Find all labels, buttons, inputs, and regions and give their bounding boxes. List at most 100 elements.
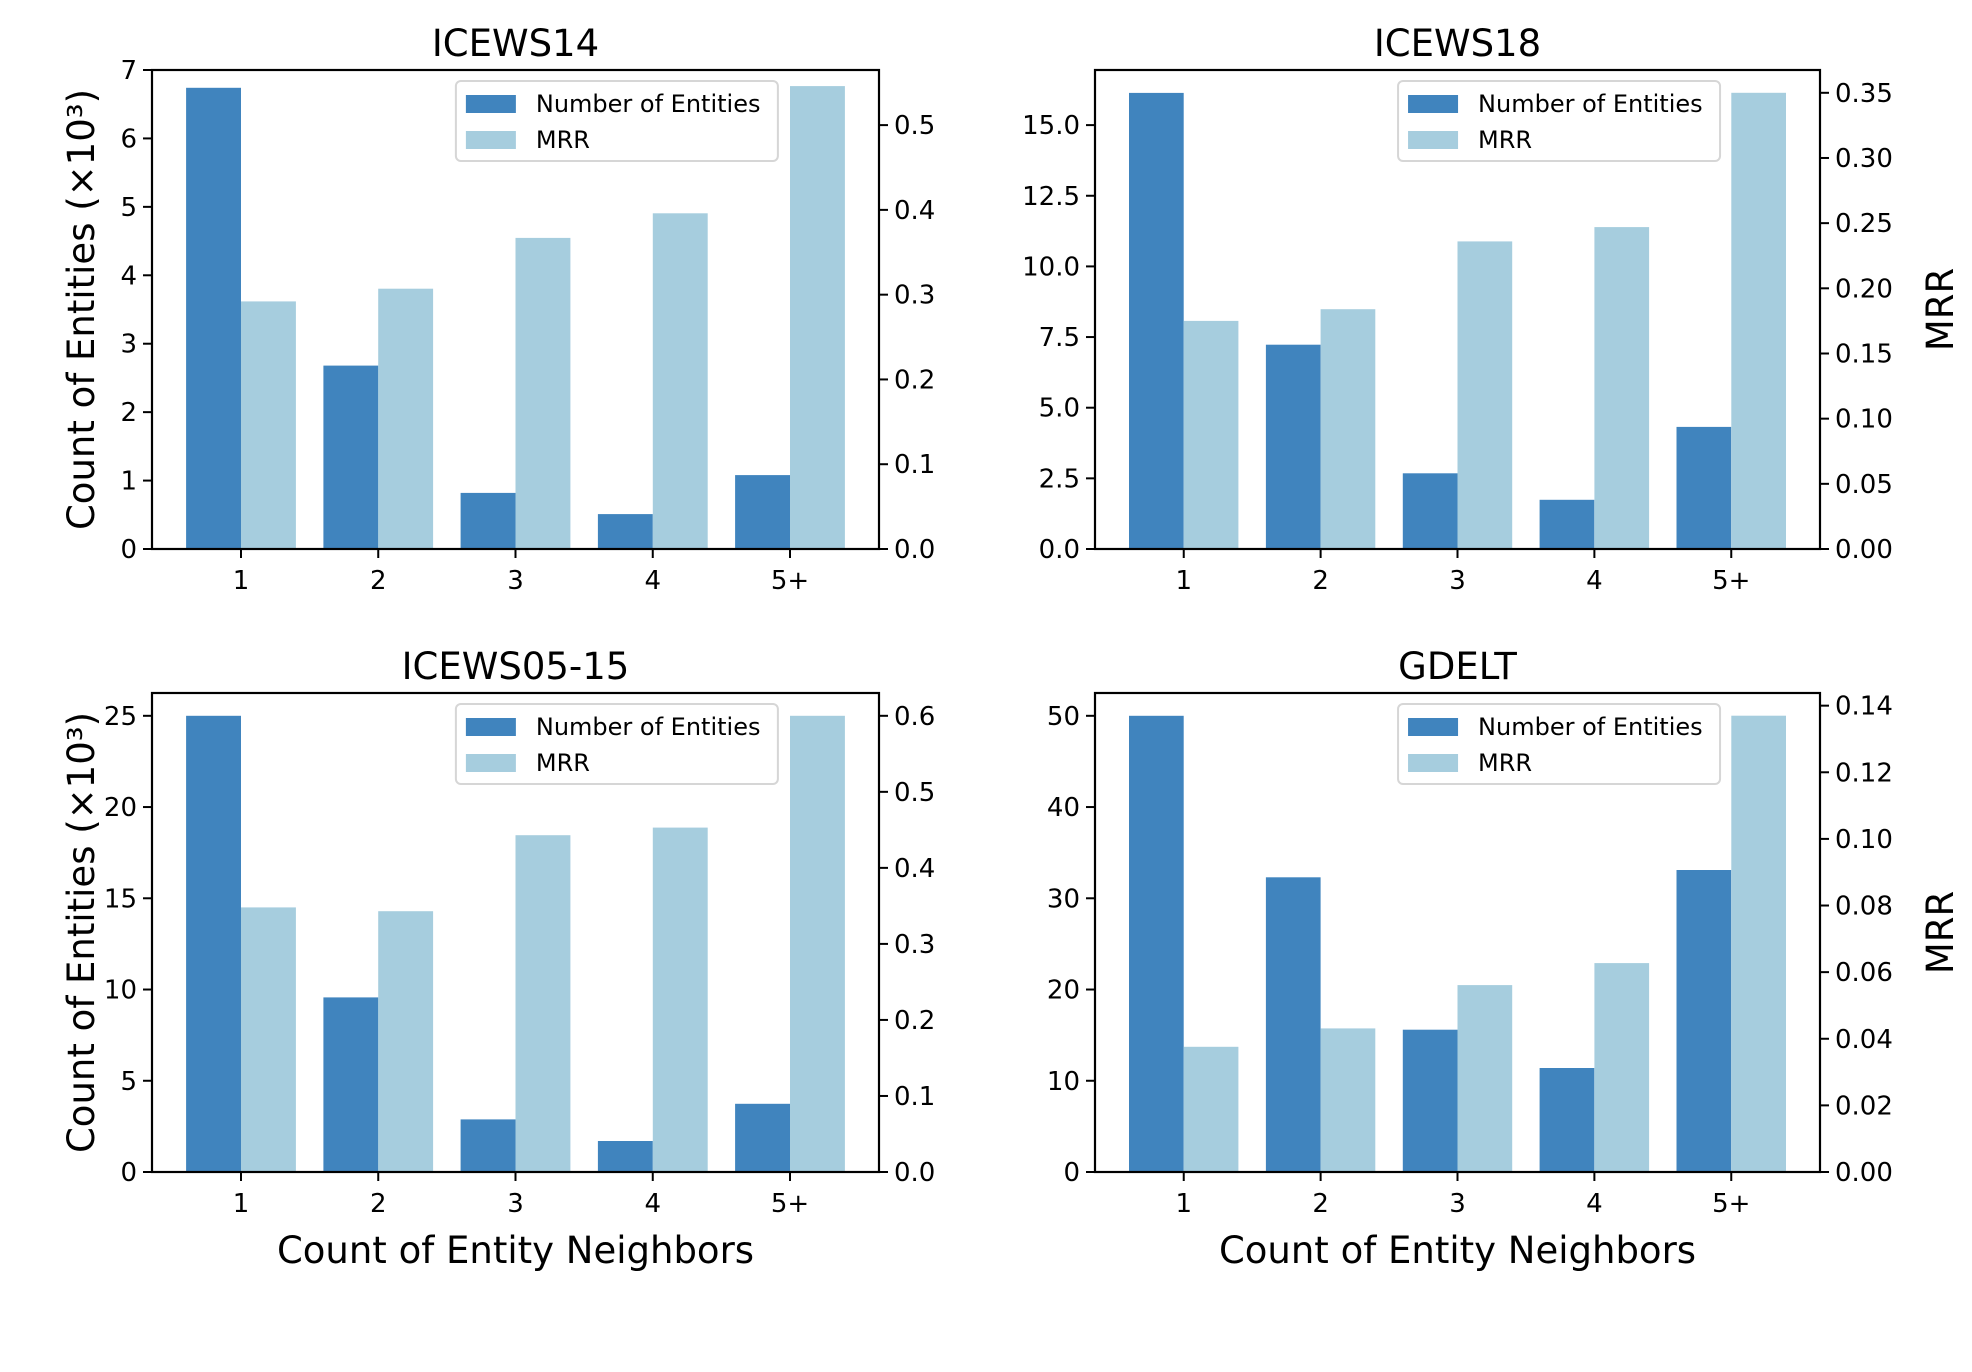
y-tick-label: 20: [104, 793, 137, 823]
legend-label: MRR: [1478, 749, 1532, 777]
y-tick-label: 12.5: [1022, 182, 1080, 212]
y-tick-label: 6: [120, 124, 137, 154]
x-tick-label: 4: [1586, 1189, 1603, 1219]
x-tick-label: 1: [233, 1189, 250, 1219]
y-tick-label: 0: [120, 535, 137, 565]
bar-entities-4: [1539, 499, 1595, 549]
y-tick-label: 20: [1047, 976, 1080, 1006]
chart-title: ICEWS18: [1374, 22, 1541, 65]
y2-tick-label: 0.25: [1835, 209, 1893, 239]
bar-mrr-5: [1731, 715, 1786, 1172]
bar-mrr-3: [515, 835, 571, 1172]
y-tick-label: 40: [1047, 793, 1080, 823]
x-tick-label: 5+: [1712, 1189, 1750, 1219]
y2-tick-label: 0.1: [894, 450, 935, 480]
chart-title: GDELT: [1398, 645, 1517, 688]
y2-tick-label: 0.30: [1835, 144, 1893, 174]
x-tick-label: 5+: [1712, 566, 1750, 596]
bar-entities-3: [1402, 473, 1458, 549]
y-tick-label: 30: [1047, 884, 1080, 914]
legend-swatch: [1408, 754, 1459, 772]
y-tick-label: 50: [1047, 702, 1080, 732]
legend-label: Number of Entities: [1478, 713, 1703, 741]
bar-entities-3: [1402, 1029, 1458, 1172]
y2-tick-label: 0.08: [1835, 892, 1893, 922]
legend: Number of Entities MRR: [1397, 80, 1722, 162]
bar-mrr-1: [1183, 1046, 1239, 1172]
y-tick-label: 3: [120, 330, 137, 360]
y-tick-label: 0: [1063, 1158, 1080, 1188]
y-tick-label: 25: [104, 702, 137, 732]
y-tick-label: 5: [120, 193, 137, 223]
bar-entities-3: [460, 492, 516, 549]
y2-tick-label: 0.12: [1835, 758, 1893, 788]
chart-panel-icews14: 1 2 3 4 5+ 0 1 2 3 4 5 6 7 0.0 0.1 0.2 0.3 0.4 0.5 ICEWS14 C…: [60, 22, 935, 596]
bar-mrr-2: [378, 911, 434, 1172]
y2-tick-label: 0.5: [894, 111, 935, 141]
y2-tick-label: 0.14: [1835, 692, 1893, 722]
legend-box: [1397, 80, 1722, 162]
bar-entities-3: [460, 1119, 516, 1172]
legend-box: [454, 703, 779, 785]
y-tick-label: 2.5: [1039, 464, 1080, 494]
y-tick-label: 10: [104, 976, 137, 1006]
y2-tick-label: 0.15: [1835, 339, 1893, 369]
bar-entities-2: [1265, 344, 1321, 549]
x-tick-label: 5+: [771, 1189, 809, 1219]
y2-tick-label: 0.35: [1835, 79, 1893, 109]
y-tick-label: 0: [120, 1158, 137, 1188]
legend-label: Number of Entities: [536, 713, 761, 741]
legend-label: MRR: [536, 126, 590, 154]
legend-label: Number of Entities: [1478, 90, 1703, 118]
x-tick-label: 2: [370, 566, 387, 596]
y2-tick-label: 0.00: [1835, 1158, 1893, 1188]
x-tick-label: 3: [1449, 566, 1466, 596]
x-axis-label: Count of Entity Neighbors: [277, 1229, 754, 1272]
y2-tick-label: 0.1: [894, 1082, 935, 1112]
x-tick-label: 1: [1175, 566, 1192, 596]
y2-axis-label: MRR: [1919, 268, 1962, 351]
legend: Number of Entities MRR: [454, 80, 779, 162]
legend-swatch: [465, 131, 516, 149]
legend-box: [1397, 703, 1722, 785]
x-tick-label: 3: [507, 566, 524, 596]
bar-entities-5: [1676, 870, 1732, 1172]
x-tick-label: 4: [644, 1189, 661, 1219]
y2-tick-label: 0.2: [894, 1006, 935, 1036]
y2-tick-label: 0.02: [1835, 1091, 1893, 1121]
bar-mrr-1: [241, 301, 296, 549]
x-tick-label: 1: [233, 566, 250, 596]
x-tick-label: 5+: [771, 566, 809, 596]
bar-entities-4: [597, 1141, 653, 1172]
y2-tick-label: 0.6: [894, 702, 935, 732]
chart-title: ICEWS05-15: [402, 645, 630, 688]
bar-mrr-5: [790, 86, 845, 549]
x-tick-label: 2: [1312, 1189, 1329, 1219]
chart-panel-icews18: 1 2 3 4 5+ 0.0 2.5 5.0 7.5 10.0 12.5 15.0 0.00 0.05 0.…: [1022, 22, 1962, 596]
x-tick-label: 1: [1175, 1189, 1192, 1219]
bar-mrr-3: [515, 237, 571, 549]
y2-tick-label: 0.2: [894, 365, 935, 395]
y-tick-label: 10: [1047, 1067, 1080, 1097]
legend-label: MRR: [1478, 126, 1532, 154]
y-tick-label: 1: [120, 467, 137, 497]
y2-tick-label: 0.00: [1835, 535, 1893, 565]
y2-tick-label: 0.10: [1835, 825, 1893, 855]
legend-swatch: [1408, 131, 1459, 149]
x-tick-label: 2: [370, 1189, 387, 1219]
x-tick-label: 4: [644, 566, 661, 596]
bar-mrr-2: [378, 288, 434, 549]
legend: Number of Entities MRR: [454, 703, 779, 785]
x-axis-label: Count of Entity Neighbors: [1219, 1229, 1696, 1272]
y-tick-label: 7: [120, 56, 137, 86]
bar-entities-1: [1129, 715, 1184, 1172]
bar-mrr-3: [1457, 241, 1513, 549]
bar-entities-2: [1265, 877, 1321, 1172]
legend-swatch: [1408, 95, 1459, 113]
y-tick-label: 5: [120, 1067, 137, 1097]
y2-tick-label: 0.3: [894, 281, 935, 311]
legend-swatch: [1408, 718, 1459, 736]
y2-axis-label: MRR: [1919, 891, 1962, 974]
bar-entities-1: [186, 715, 241, 1172]
